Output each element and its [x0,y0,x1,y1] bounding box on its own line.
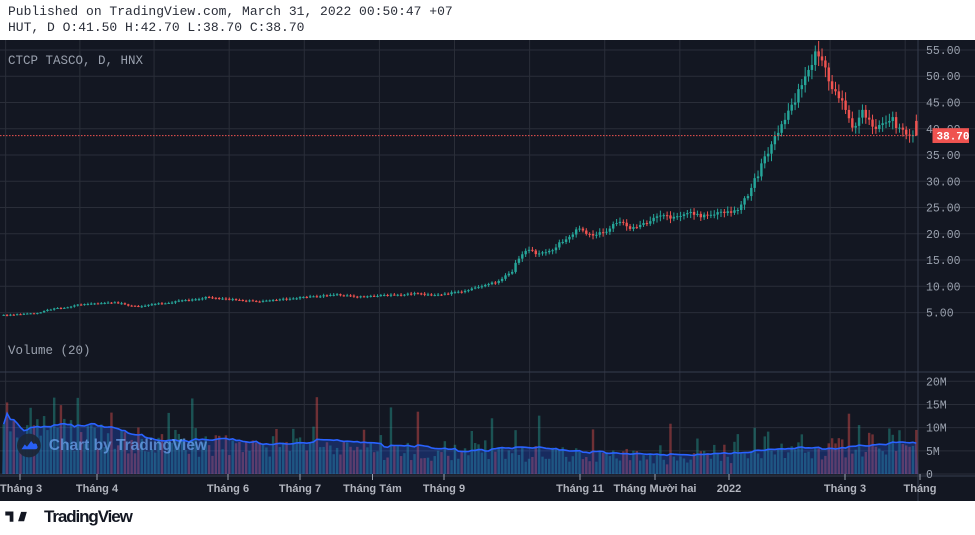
svg-text:15.00: 15.00 [926,255,961,268]
svg-text:5M: 5M [926,446,940,459]
svg-text:20.00: 20.00 [926,229,961,242]
svg-text:Tháng 11: Tháng 11 [556,483,604,495]
svg-text:Tháng Tám: Tháng Tám [343,483,402,495]
svg-text:25.00: 25.00 [926,203,961,216]
svg-text:10.00: 10.00 [926,281,961,294]
svg-text:5.00: 5.00 [926,308,954,321]
svg-text:Tháng 7: Tháng 7 [279,483,321,495]
svg-text:Tháng 3: Tháng 3 [824,483,866,495]
svg-text:CTCP TASCO, D, HNX: CTCP TASCO, D, HNX [8,54,144,68]
svg-text:50.00: 50.00 [926,71,961,84]
svg-text:30.00: 30.00 [926,176,961,189]
svg-text:35.00: 35.00 [926,150,961,163]
svg-text:20M: 20M [926,376,947,389]
svg-text:Volume (20): Volume (20) [8,344,91,358]
svg-text:Tháng 6: Tháng 6 [207,483,249,495]
svg-text:0: 0 [926,469,933,482]
svg-text:Tháng 4: Tháng 4 [76,483,119,495]
svg-text:Tháng 9: Tháng 9 [423,483,465,495]
svg-text:2022: 2022 [717,483,741,495]
svg-text:10M: 10M [926,423,947,436]
svg-text:55.00: 55.00 [926,45,961,58]
svg-text:45.00: 45.00 [926,97,961,110]
svg-text:Tháng: Tháng [904,483,937,495]
svg-text:Tháng Mười hai: Tháng Mười hai [613,483,696,495]
svg-text:15M: 15M [926,399,947,412]
svg-text:38.70: 38.70 [937,132,970,144]
svg-text:Tháng 3: Tháng 3 [0,483,42,495]
